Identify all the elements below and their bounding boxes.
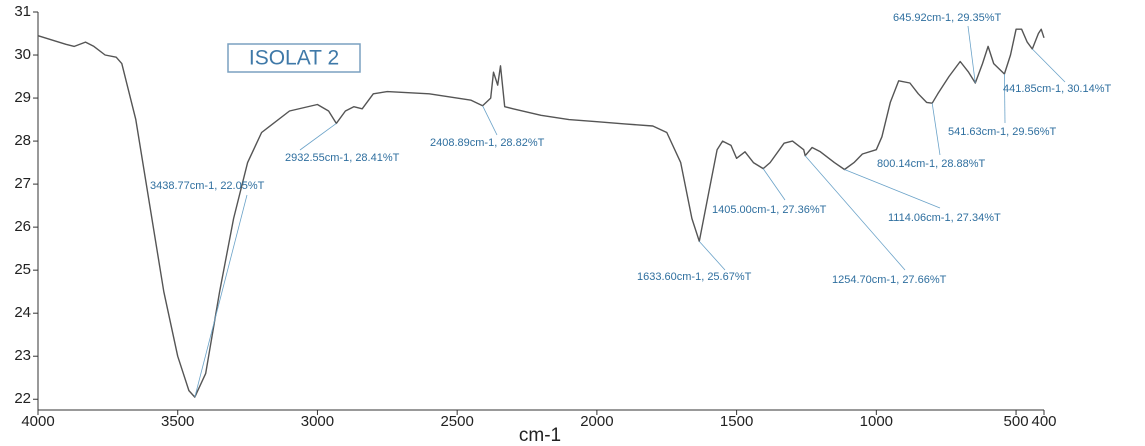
annotation-leader bbox=[482, 105, 498, 136]
annotation-leader bbox=[299, 123, 337, 151]
y-tick-label: 29 bbox=[14, 89, 31, 106]
chart-title: ISOLAT 2 bbox=[249, 47, 339, 70]
y-tick-label: 26 bbox=[14, 218, 31, 235]
x-tick-label: 400 bbox=[1031, 413, 1056, 430]
y-tick-label: 27 bbox=[14, 175, 31, 192]
annotation-leader bbox=[931, 103, 941, 156]
annotation-label: 1254.70cm-1, 27.66%T bbox=[832, 274, 947, 286]
x-tick-label: 1000 bbox=[860, 413, 893, 430]
y-tick-label: 22 bbox=[14, 390, 31, 407]
annotation-label: 800.14cm-1, 28.88%T bbox=[877, 158, 986, 170]
y-tick-label: 25 bbox=[14, 261, 31, 278]
annotation-label: 3438.77cm-1, 22.05%T bbox=[150, 180, 265, 192]
annotation-label: 1114.06cm-1, 27.34%T bbox=[888, 212, 1001, 224]
y-tick-label: 23 bbox=[14, 347, 31, 364]
title-box bbox=[227, 43, 361, 73]
x-axis-label: cm-1 bbox=[519, 425, 561, 446]
annotation-leader bbox=[1032, 48, 1066, 83]
annotation-label: 1633.60cm-1, 25.67%T bbox=[637, 271, 752, 283]
x-tick-label: 1500 bbox=[720, 413, 753, 430]
y-tick-label: 30 bbox=[14, 46, 31, 63]
spectrum-line bbox=[37, 28, 1045, 398]
y-tick-label: 24 bbox=[14, 304, 31, 321]
x-tick-label: 4000 bbox=[21, 413, 54, 430]
x-tick-label: 2000 bbox=[580, 413, 613, 430]
annotation-leader bbox=[1004, 73, 1006, 124]
annotation-label: 2932.55cm-1, 28.41%T bbox=[285, 152, 400, 164]
y-tick-label: 31 bbox=[14, 3, 31, 20]
x-tick-label: 500 bbox=[1004, 413, 1029, 430]
annotation-leader bbox=[967, 25, 976, 84]
annotation-leader bbox=[804, 155, 906, 271]
x-tick-label: 2500 bbox=[440, 413, 473, 430]
y-tick-label: 28 bbox=[14, 132, 31, 149]
annotation-label: 2408.89cm-1, 28.82%T bbox=[430, 137, 545, 149]
annotation-label: 1405.00cm-1, 27.36%T bbox=[712, 204, 827, 216]
annotation-leader bbox=[762, 168, 786, 201]
annotation-leader bbox=[844, 169, 941, 209]
annotation-label: 645.92cm-1, 29.35%T bbox=[893, 12, 1002, 24]
x-tick-label: 3500 bbox=[161, 413, 194, 430]
annotation-leader bbox=[194, 194, 248, 398]
x-tick-label: 3000 bbox=[301, 413, 334, 430]
annotation-label: 441.85cm-1, 30.14%T bbox=[1003, 83, 1112, 95]
annotation-leader bbox=[698, 241, 726, 271]
annotation-label: 541.63cm-1, 29.56%T bbox=[948, 126, 1057, 138]
